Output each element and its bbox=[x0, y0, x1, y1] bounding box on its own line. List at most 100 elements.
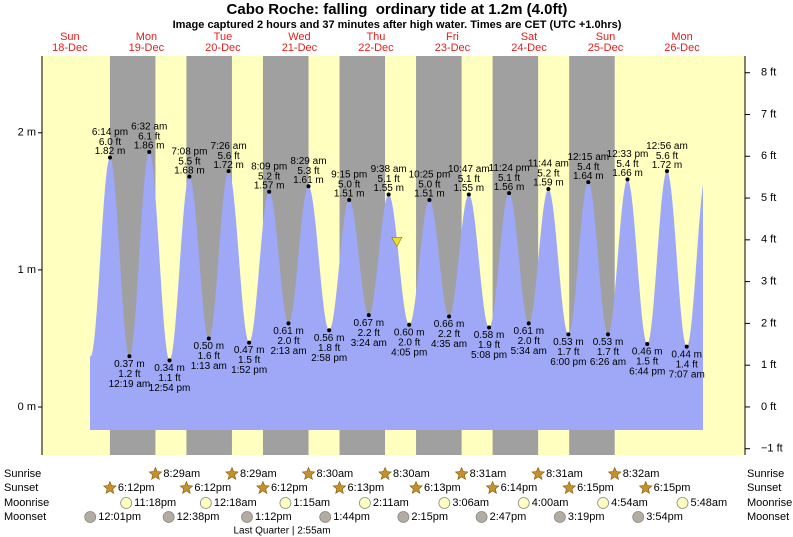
extreme-time: 8:29 am bbox=[290, 156, 326, 167]
extreme-time: 6:14 pm bbox=[92, 127, 128, 138]
extreme-point bbox=[127, 354, 132, 359]
extreme-m: 1.51 m bbox=[334, 189, 365, 200]
extreme-time: 1:13 am bbox=[191, 361, 227, 372]
event-time: 6:15pm bbox=[654, 482, 691, 494]
extreme-point bbox=[427, 197, 432, 202]
extreme-time: 10:25 pm bbox=[409, 170, 451, 181]
event-time: 8:29am bbox=[163, 468, 200, 480]
extreme-m: 0.60 m bbox=[394, 327, 425, 338]
extreme-time: 4:35 am bbox=[431, 339, 467, 350]
sunrise-icon bbox=[148, 466, 163, 480]
extreme-time: 5:08 pm bbox=[471, 350, 507, 361]
y2-tick-label: 8 ft bbox=[761, 67, 776, 79]
moonset-icon bbox=[475, 511, 488, 523]
extreme-m: 0.34 m bbox=[154, 363, 185, 374]
extreme-point bbox=[447, 314, 452, 319]
moonset-icon bbox=[397, 511, 410, 523]
extreme-ft: 5.2 ft bbox=[258, 171, 280, 182]
extreme-time: 12:15 am bbox=[567, 152, 609, 163]
sunset-icon bbox=[179, 480, 194, 494]
extreme-ft: 1.1 ft bbox=[158, 373, 180, 384]
day-date: 20-Dec bbox=[205, 42, 241, 54]
extreme-point bbox=[645, 341, 650, 346]
day-weekday: Sun bbox=[596, 31, 616, 43]
event-time: 4:00am bbox=[532, 497, 569, 509]
event-time: 6:12pm bbox=[194, 482, 231, 494]
event-time: 1:15am bbox=[293, 497, 330, 509]
sunrise-icon bbox=[301, 466, 316, 480]
extreme-ft: 5.6 ft bbox=[656, 151, 678, 162]
extreme-point bbox=[386, 192, 391, 197]
event-time: 1:12pm bbox=[255, 511, 292, 523]
event-time: 12:18am bbox=[214, 497, 257, 509]
extreme-point bbox=[366, 313, 371, 318]
extreme-ft: 5.4 ft bbox=[616, 159, 638, 170]
event-time: 8:30am bbox=[317, 468, 354, 480]
y-tick-label: 2 m bbox=[18, 127, 36, 139]
event-time: 8:31am bbox=[470, 468, 507, 480]
extreme-ft: 2.0 ft bbox=[518, 336, 540, 347]
extreme-ft: 2.0 ft bbox=[398, 337, 420, 348]
y2-tick-label: 3 ft bbox=[761, 276, 776, 288]
extreme-time: 12:33 pm bbox=[607, 149, 649, 160]
y2-tick-label: 1 ft bbox=[761, 359, 776, 371]
moonrise-icon bbox=[359, 497, 371, 509]
extreme-m: 0.47 m bbox=[234, 345, 265, 356]
extreme-point bbox=[407, 322, 412, 327]
extreme-ft: 5.1 ft bbox=[378, 174, 400, 185]
extreme-ft: 2.2 ft bbox=[438, 329, 460, 340]
extreme-m: 0.61 m bbox=[513, 326, 544, 337]
extreme-m: 1.56 m bbox=[494, 182, 525, 193]
day-date: 26-Dec bbox=[664, 42, 700, 54]
extreme-point bbox=[306, 184, 311, 189]
event-time: 2:15pm bbox=[411, 511, 448, 523]
extreme-ft: 1.5 ft bbox=[238, 355, 260, 366]
sunset-icon bbox=[562, 480, 577, 494]
day-date: 23-Dec bbox=[435, 42, 471, 54]
extreme-point bbox=[606, 332, 611, 337]
event-time: 1:44pm bbox=[333, 511, 370, 523]
row-label: Sunrise bbox=[747, 468, 784, 480]
extreme-point bbox=[487, 325, 492, 330]
moonset-icon bbox=[84, 511, 97, 523]
moonrise-icon bbox=[438, 497, 451, 509]
event-time: 3:54pm bbox=[646, 511, 683, 523]
extreme-ft: 5.5 ft bbox=[178, 156, 200, 167]
extreme-time: 7:08 pm bbox=[171, 146, 207, 157]
extreme-ft: 2.0 ft bbox=[277, 336, 299, 347]
day-weekday: Thu bbox=[366, 31, 385, 43]
extreme-m: 0.53 m bbox=[593, 337, 624, 348]
extreme-ft: 1.7 ft bbox=[597, 347, 619, 358]
extreme-point bbox=[286, 321, 291, 326]
extreme-m: 1.55 m bbox=[454, 183, 485, 194]
sunset-icon bbox=[638, 480, 653, 494]
chart-subtitle: Image captured 2 hours and 37 minutes af… bbox=[173, 19, 622, 31]
moonset-icon bbox=[162, 511, 175, 523]
moonset-icon bbox=[241, 511, 253, 523]
event-time: 6:14pm bbox=[501, 482, 538, 494]
event-time: 12:38pm bbox=[177, 511, 220, 523]
y-tick-label: 0 m bbox=[18, 401, 36, 413]
moonrise-icon bbox=[279, 497, 292, 509]
y2-tick-label: 4 ft bbox=[761, 234, 776, 246]
extreme-m: 1.64 m bbox=[573, 171, 604, 182]
extreme-point bbox=[664, 169, 669, 174]
event-time: 2:11am bbox=[373, 497, 409, 509]
extreme-m: 1.72 m bbox=[213, 160, 244, 171]
event-time: 2:47pm bbox=[490, 511, 527, 523]
extreme-ft: 1.5 ft bbox=[636, 357, 658, 368]
event-time: 3:06am bbox=[452, 497, 489, 509]
extreme-m: 0.37 m bbox=[114, 359, 145, 370]
sunrise-icon bbox=[225, 466, 239, 480]
extreme-m: 1.51 m bbox=[414, 189, 445, 200]
extreme-m: 1.86 m bbox=[134, 141, 165, 152]
extreme-m: 0.46 m bbox=[632, 347, 663, 358]
row-label: Moonrise bbox=[747, 497, 792, 509]
extreme-m: 1.61 m bbox=[293, 175, 324, 186]
extreme-point bbox=[507, 191, 512, 196]
extreme-point bbox=[187, 174, 192, 179]
day-date: 22-Dec bbox=[358, 42, 394, 54]
event-time: 4:54am bbox=[611, 497, 648, 509]
extreme-ft: 5.4 ft bbox=[577, 162, 599, 173]
extreme-point bbox=[684, 344, 689, 349]
